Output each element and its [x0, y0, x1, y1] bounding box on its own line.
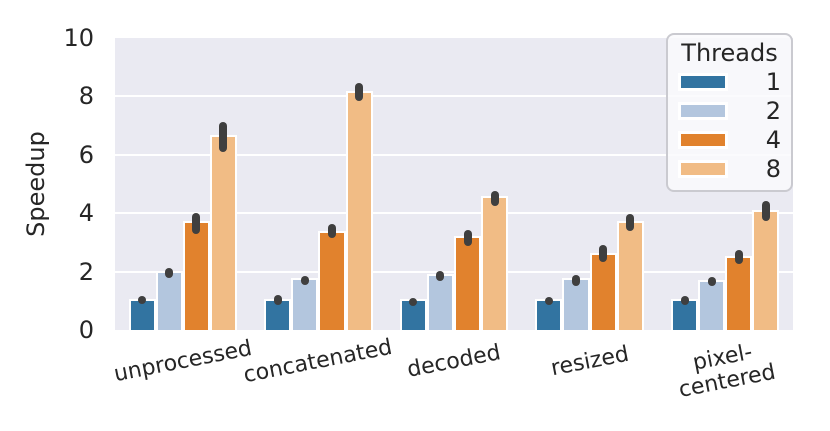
error-bar [599, 245, 608, 262]
bar-resized-threads-8 [616, 221, 644, 330]
bar-decoded-threads-2 [426, 273, 454, 330]
legend-label: 2 [765, 96, 781, 125]
bar-concatenated-threads-8 [345, 90, 373, 330]
error-bar [761, 200, 770, 222]
error-bar [138, 296, 147, 305]
legend-label: 4 [765, 125, 781, 154]
error-bar [436, 271, 445, 281]
legend-entry-8: 8 [678, 154, 781, 183]
error-bar [572, 274, 581, 287]
error-bar [463, 229, 472, 247]
bar-concatenated-threads-2 [291, 278, 319, 330]
bar-unprocessed-threads-2 [155, 271, 183, 330]
y-tick-label: 6 [78, 140, 94, 169]
error-bar [327, 224, 336, 239]
bar-unprocessed-threads-8 [209, 135, 238, 330]
legend-swatch [678, 72, 728, 91]
bar-pixelcentered-threads-8 [752, 209, 780, 330]
y-tick-label: 2 [78, 257, 94, 286]
legend-swatch [678, 101, 728, 120]
y-tick-label: 8 [78, 82, 94, 111]
y-tick-label: 10 [63, 24, 94, 52]
bar-pixelcentered-threads-4 [725, 256, 753, 330]
legend-entry-1: 1 [678, 67, 781, 96]
legend-label: 8 [765, 154, 781, 183]
gridline-y-4 [115, 212, 793, 215]
legend-label: 1 [765, 67, 781, 96]
legend-title: Threads [681, 39, 778, 67]
error-bar [219, 122, 228, 153]
error-bar [165, 268, 174, 279]
bar-resized-threads-4 [589, 253, 617, 330]
error-bar [626, 213, 635, 232]
error-bar [355, 83, 364, 101]
gridline-y-8 [115, 95, 793, 98]
legend-entry-4: 4 [678, 125, 781, 154]
y-tick-label: 0 [78, 316, 94, 344]
error-bar [680, 295, 689, 306]
bar-unprocessed-threads-1 [128, 298, 156, 330]
gridline-y-6 [115, 153, 793, 156]
error-bar [734, 249, 743, 265]
legend-entry-2: 2 [678, 96, 781, 125]
error-bar [192, 213, 201, 234]
bar-pixelcentered-threads-2 [698, 279, 726, 330]
legend-swatch [678, 159, 728, 178]
bar-decoded-threads-8 [481, 196, 509, 330]
y-axis-label: Speedup [22, 131, 50, 237]
error-bar [300, 275, 309, 285]
error-bar [707, 277, 716, 287]
bar-decoded-threads-4 [454, 236, 482, 330]
error-bar [409, 297, 418, 306]
bar-unprocessed-threads-4 [182, 221, 210, 330]
error-bar [490, 190, 499, 207]
bar-concatenated-threads-4 [318, 231, 346, 330]
y-tick-label: 4 [78, 199, 94, 228]
error-bar [273, 294, 282, 306]
legend-swatch [678, 130, 728, 149]
error-bar [544, 297, 553, 306]
